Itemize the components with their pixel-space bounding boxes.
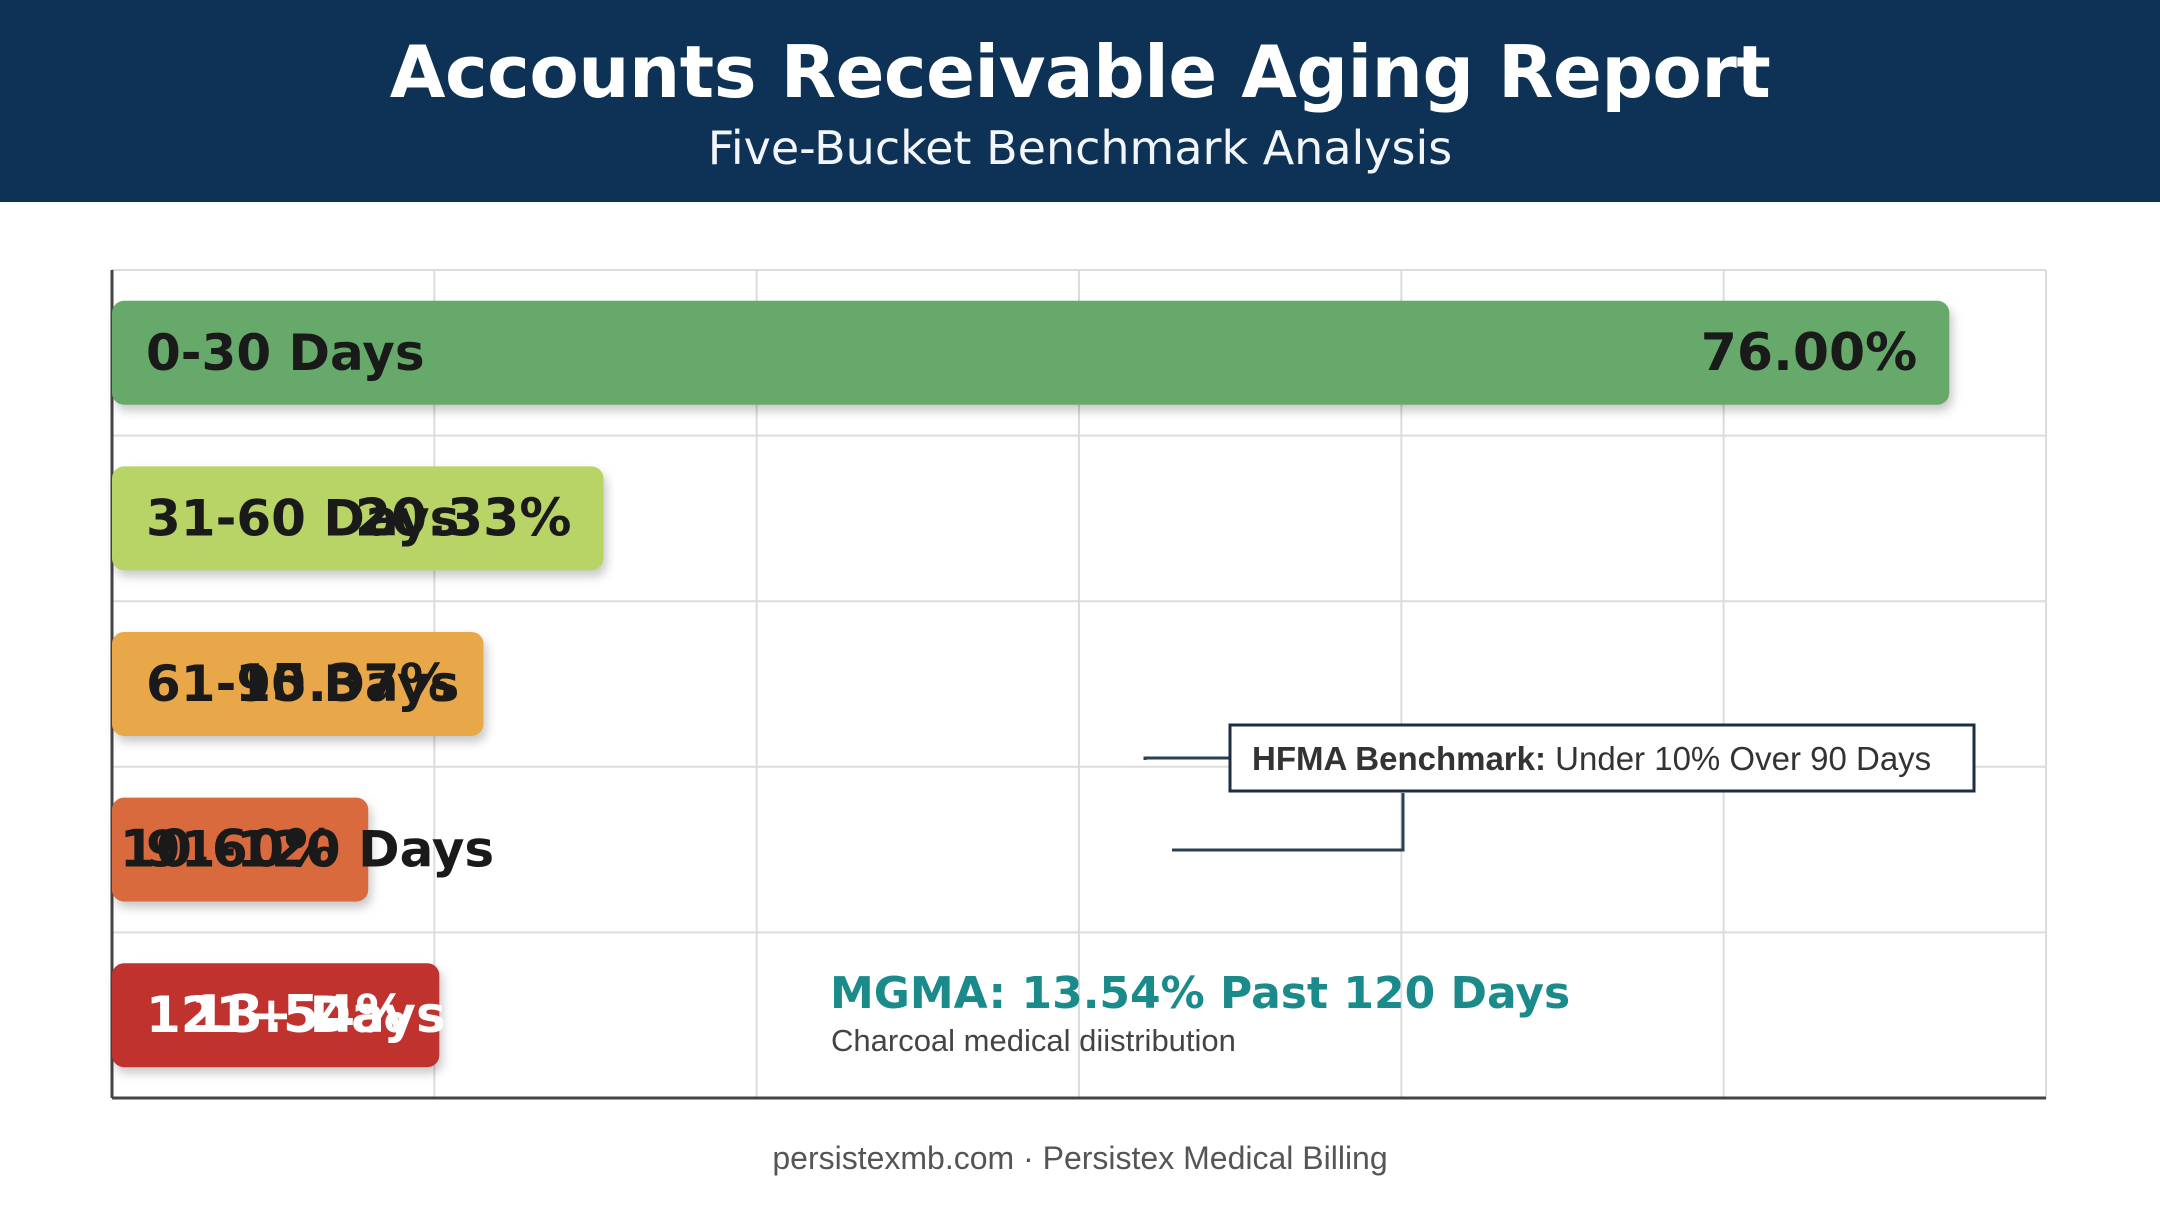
bar-value-label: 10.60% [120, 820, 337, 880]
hfma-benchmark-box [1228, 723, 1976, 793]
annotations-group: HFMA Benchmark: Under 10% Over 90 Days M… [830, 723, 1976, 1058]
mgma-annotation-note: Charcoal medical diistribution [831, 1023, 1236, 1058]
bar-31-60-days [112, 466, 604, 571]
report-header: Accounts Receivable Aging Report Five-Bu… [0, 0, 2160, 202]
chart-grid [112, 269, 2047, 1098]
page-title: Accounts Receivable Aging Report [389, 30, 1771, 114]
page-subtitle: Five-Bucket Benchmark Analysis [707, 121, 1453, 175]
bar-121-days [112, 963, 440, 1068]
hfma-connector-line [1143, 756, 1405, 852]
bar-value-label: 20.33% [355, 488, 572, 548]
bar-value-label: 76.00% [1701, 323, 1918, 383]
hfma-benchmark-bold: HFMA Benchmark: [1252, 740, 1546, 777]
hfma-benchmark-rest: Under 10% Over 90 Days [1546, 740, 1931, 777]
bar-category-label: 91-120 Days [146, 821, 494, 879]
bar-category-label: 0-30 Days [146, 324, 425, 382]
bar-group-0-30-days: 0-30 Days 76.00% [112, 300, 1950, 405]
bar-61-90-days [112, 632, 484, 736]
bar-value-label: 15.37% [235, 654, 452, 714]
bar-value-label: 13.54% [191, 985, 408, 1045]
bar-0-30-days [112, 300, 1950, 405]
footer-credit: persistexmb.com · Persistex Medical Bill… [772, 1140, 1388, 1176]
mgma-annotation-title: MGMA: 13.54% Past 120 Days [830, 968, 1570, 1019]
bar-category-label: 121+ Days [146, 986, 446, 1044]
bar-category-label: 31-60 Days [146, 489, 459, 547]
bar-category-label: 61-90 Days [146, 655, 459, 713]
bar-91-120-days [112, 797, 369, 902]
hfma-benchmark-label: HFMA Benchmark: Under 10% Over 90 Days [1252, 740, 1931, 777]
